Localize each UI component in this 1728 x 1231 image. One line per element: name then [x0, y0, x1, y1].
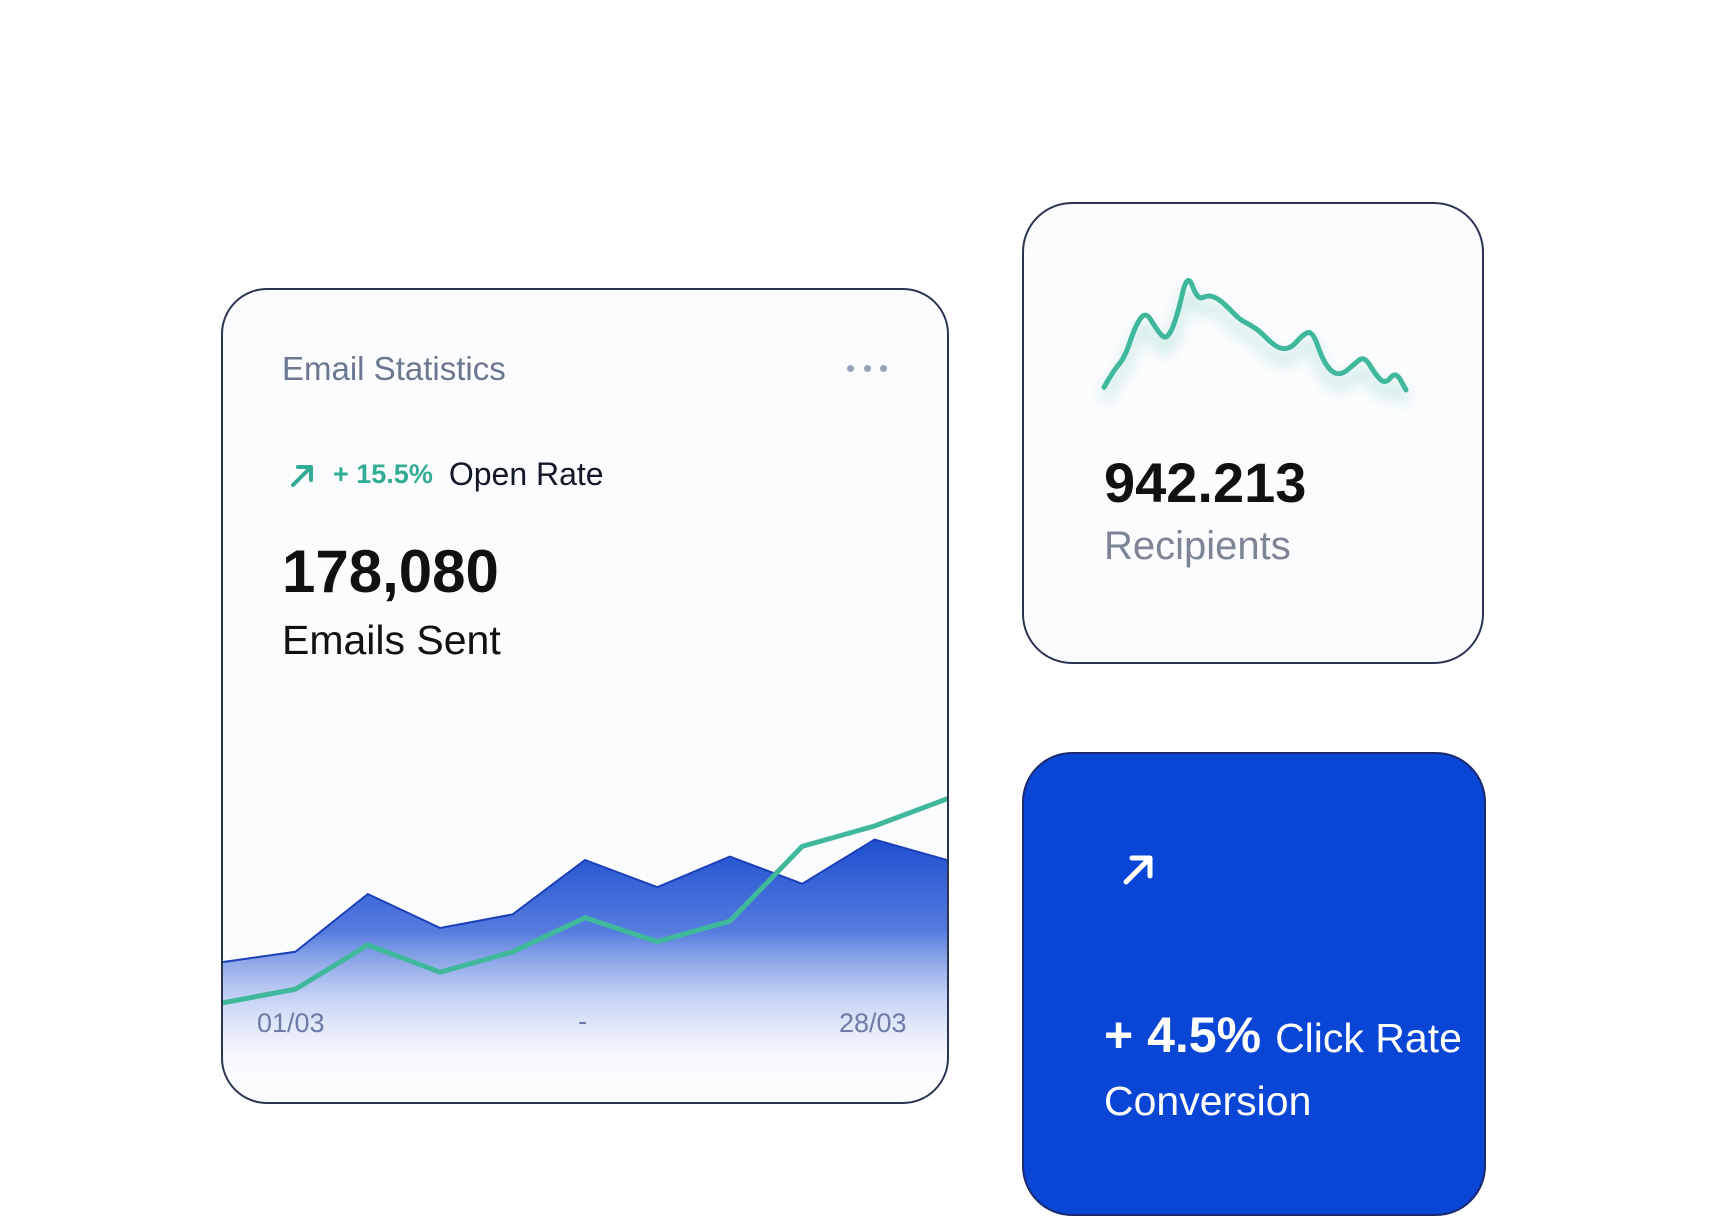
recipients-value: 942.213 [1104, 451, 1307, 514]
recipients-label: Recipients [1104, 524, 1291, 568]
date-start-label: 01/03 [257, 1008, 325, 1038]
click-rate-change: + 4.5% [1104, 1007, 1262, 1063]
emails-sent-value: 178,080 [282, 538, 499, 605]
open-rate-row: + 15.5% Open Rate [289, 456, 604, 493]
email-area-series [223, 839, 947, 1102]
conversion-label: Conversion [1104, 1078, 1312, 1124]
email-statistics-card: Email Statistics + 15.5% Open Rate 178,0… [221, 288, 949, 1104]
arrow-up-right-icon [1123, 855, 1153, 885]
recipients-sparkline-shadow [1099, 287, 1411, 405]
emails-sent-label: Emails Sent [282, 617, 501, 663]
card-title: Email Statistics [282, 350, 506, 387]
email-area-edge [223, 838, 947, 963]
click-rate-card: + 4.5% Click Rate Conversion [1022, 752, 1486, 1216]
recipients-sparkline [1099, 278, 1411, 405]
arrow-up-right-icon [291, 464, 313, 487]
open-rate-label: Open Rate [448, 456, 604, 492]
recipients-card: 942.213 Recipients [1022, 202, 1484, 664]
open-rate-change: + 15.5% [333, 459, 433, 489]
date-end-label: 28/03 [839, 1008, 907, 1038]
recipients-line-series [1101, 278, 1409, 393]
click-rate-label: Click Rate [1275, 1015, 1462, 1061]
click-rate-row: + 4.5% Click Rate [1104, 1006, 1462, 1064]
date-separator: - [578, 1006, 587, 1036]
open-rate-line-series [223, 796, 947, 1006]
email-area-chart [223, 796, 947, 1102]
more-horizontal-icon[interactable] [847, 364, 887, 372]
